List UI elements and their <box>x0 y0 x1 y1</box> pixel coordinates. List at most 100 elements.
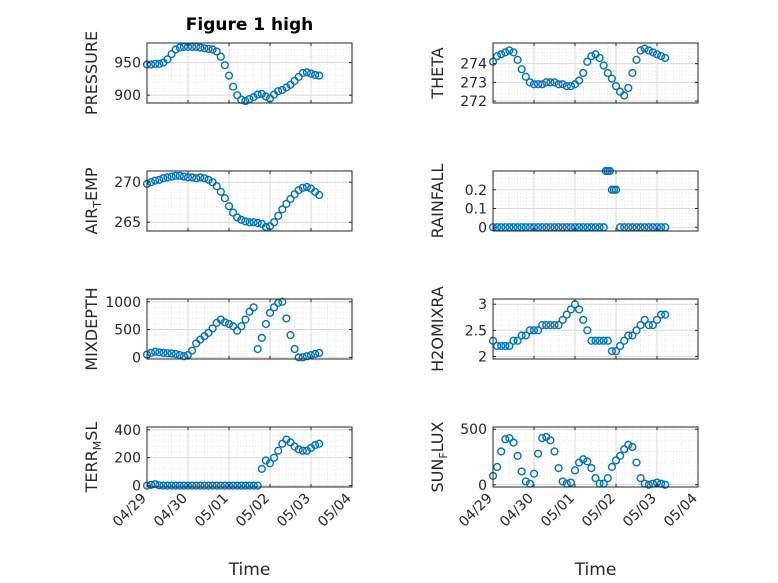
data-point <box>579 455 588 464</box>
y-tick-label: 0 <box>478 478 487 494</box>
data-point <box>554 464 563 473</box>
y-axis-label: PRESSURE <box>82 31 101 115</box>
y-tick-label: 2.5 <box>465 323 487 339</box>
data-point <box>253 481 262 490</box>
data-point <box>648 320 658 330</box>
data-point <box>542 320 551 330</box>
plot-area <box>493 427 698 487</box>
data-point <box>587 336 596 345</box>
plot-area <box>147 171 352 231</box>
data-point <box>546 436 555 445</box>
data-point <box>249 218 258 227</box>
data-point <box>245 94 254 104</box>
data-point <box>640 44 649 53</box>
data-point <box>220 194 230 203</box>
y-tick-label: 3 <box>478 297 487 313</box>
data-point <box>298 446 307 455</box>
y-tick-label: 0.2 <box>465 183 487 199</box>
data-point <box>212 182 221 191</box>
data-point <box>179 42 189 52</box>
data-point <box>216 187 225 196</box>
y-tick-label: 274 <box>460 57 487 73</box>
y-tick-label: 200 <box>114 451 141 467</box>
data-point <box>558 80 567 89</box>
data-point <box>550 320 559 330</box>
data-point <box>237 322 246 331</box>
data-point <box>579 315 588 324</box>
data-point <box>632 55 641 64</box>
data-point <box>632 326 641 335</box>
data-point <box>652 50 662 59</box>
data-point <box>554 320 563 330</box>
data-point <box>196 43 205 52</box>
data-point <box>147 348 156 357</box>
data-point <box>192 42 201 52</box>
data-point <box>607 74 617 83</box>
data-point <box>171 171 180 180</box>
axes-box <box>146 170 353 232</box>
data-point <box>525 78 535 87</box>
data-point <box>233 326 242 335</box>
data-point <box>558 315 567 324</box>
data-point <box>661 480 670 489</box>
data-point <box>179 352 189 361</box>
y-tick-label: 1000 <box>105 295 141 311</box>
data-point <box>611 347 621 356</box>
data-point <box>286 331 295 340</box>
data-point <box>591 474 600 483</box>
data-point <box>513 55 522 64</box>
data-point <box>315 439 324 448</box>
data-point <box>261 319 271 329</box>
data-point <box>620 336 629 345</box>
data-point <box>603 474 612 483</box>
data-point <box>509 438 518 447</box>
data-point <box>261 92 271 101</box>
chart-h2omixra: 2 2.5 3 H2OMIXRA <box>428 286 699 372</box>
data-point <box>274 211 283 220</box>
data-point <box>554 80 563 89</box>
data-point <box>200 481 209 490</box>
data-point <box>493 52 502 61</box>
data-point <box>570 466 580 475</box>
data-point <box>163 173 172 182</box>
data-point <box>270 453 279 462</box>
data-point <box>644 320 653 330</box>
chart-rainfall: 0 0.1 0.2 RAINFALL <box>428 164 699 238</box>
data-point <box>188 42 197 52</box>
data-point <box>167 349 176 358</box>
data-point <box>533 326 543 335</box>
data-point <box>599 61 608 70</box>
data-point <box>501 435 510 444</box>
data-point <box>546 320 555 330</box>
y-tick-label: 272 <box>460 94 487 110</box>
data-point <box>208 45 217 54</box>
data-point <box>298 353 307 362</box>
data-point <box>167 481 176 490</box>
y-tick-label: 900 <box>114 88 141 104</box>
axes-box <box>492 298 699 360</box>
data-point <box>628 331 637 340</box>
data-point <box>249 481 258 490</box>
y-tick-label: 950 <box>114 56 141 72</box>
data-point <box>615 341 625 351</box>
data-point <box>644 46 653 55</box>
data-point <box>151 176 160 185</box>
data-point <box>282 314 291 323</box>
data-point <box>302 182 312 192</box>
data-point <box>636 46 645 55</box>
data-point <box>620 91 629 100</box>
data-point <box>200 44 209 53</box>
data-point <box>220 61 230 70</box>
data-point <box>624 83 633 93</box>
data-point <box>229 481 238 490</box>
chart-air_temp: 265 270 AIRTEMP <box>82 167 353 235</box>
data-point <box>311 441 320 450</box>
data-point <box>220 481 230 490</box>
y-axis-label: SUNFLUX <box>428 421 450 492</box>
data-point <box>188 173 197 182</box>
data-point <box>595 336 604 345</box>
data-point <box>163 481 172 490</box>
data-point <box>257 89 266 98</box>
data-point <box>179 481 189 490</box>
